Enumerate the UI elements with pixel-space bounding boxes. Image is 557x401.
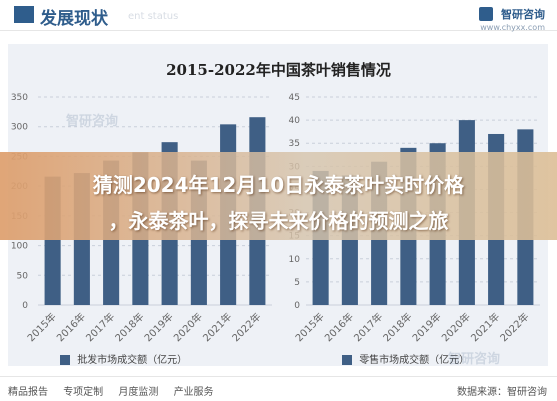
page-subtitle: ent status <box>128 11 179 22</box>
header-bar: 发展现状 ent status 智研咨询 www.chyxx.com <box>0 0 557 32</box>
x-tick-label-0-4: 2019年 <box>141 310 175 344</box>
footer-link-reports[interactable]: 精品报告 <box>8 387 48 398</box>
y-tick-label-1-9: 45 <box>289 93 300 103</box>
header-accent-icon <box>14 6 34 23</box>
x-tick-label-0-7: 2022年 <box>229 310 263 344</box>
legend-swatch-left <box>60 355 70 365</box>
brand-logo-icon <box>478 6 493 21</box>
legend-label-right: 零售市场成交额（亿元） <box>359 355 470 366</box>
footer-source: 数据来源：智研咨询 <box>457 387 547 398</box>
y-tick-label-0-0: 0 <box>22 301 28 311</box>
y-tick-label-1-8: 40 <box>289 116 301 126</box>
legend-right: 零售市场成交额（亿元） <box>342 351 469 366</box>
x-tick-label-1-6: 2021年 <box>468 310 502 344</box>
overlay-headline-line2: ，永泰茶叶，探寻未来价格的预测之旅 <box>108 209 449 233</box>
footer: 精品报告 专项定制 月度监测 产业服务 数据来源：智研咨询 <box>0 376 557 401</box>
overlay-banner <box>0 152 557 240</box>
brand-name: 智研咨询 <box>501 7 545 21</box>
legend-label-left: 批发市场成交额（亿元） <box>77 355 188 366</box>
page-title: 发展现状 <box>40 9 108 29</box>
watermark-mid: 智研咨询 <box>66 114 119 129</box>
x-tick-label-1-7: 2022年 <box>497 310 531 344</box>
watermark-bottom: 智研咨询 <box>448 352 501 367</box>
brand[interactable]: 智研咨询 www.chyxx.com <box>478 3 545 32</box>
x-tick-label-1-3: 2018年 <box>380 310 414 344</box>
x-tick-label-1-0: 2015年 <box>292 310 326 344</box>
y-tick-label-1-0: 0 <box>294 301 300 311</box>
x-tick-label-0-3: 2018年 <box>112 310 146 344</box>
y-tick-label-0-2: 100 <box>11 242 28 252</box>
footer-link-monitor[interactable]: 月度监测 <box>118 387 159 398</box>
x-tick-label-0-6: 2021年 <box>200 310 234 344</box>
footer-links: 精品报告 专项定制 月度监测 产业服务 <box>8 383 226 398</box>
x-tick-label-1-1: 2016年 <box>322 310 356 344</box>
y-tick-label-1-2: 10 <box>289 255 301 265</box>
x-tick-label-1-2: 2017年 <box>351 310 385 344</box>
y-tick-label-1-1: 5 <box>294 278 300 288</box>
x-tick-label-0-1: 2016年 <box>54 310 88 344</box>
chart-title: 2015-2022年中国茶叶销售情况 <box>166 61 391 79</box>
y-tick-label-0-7: 350 <box>11 93 28 103</box>
x-tick-label-0-2: 2017年 <box>83 310 117 344</box>
x-tick-label-0-5: 2020年 <box>171 310 205 344</box>
footer-link-service[interactable]: 产业服务 <box>173 387 214 398</box>
footer-link-custom[interactable]: 专项定制 <box>63 387 104 398</box>
legend-swatch-right <box>342 355 352 365</box>
x-tick-label-1-5: 2020年 <box>439 310 473 344</box>
y-tick-label-1-7: 35 <box>289 139 300 149</box>
x-tick-label-0-0: 2015年 <box>24 310 58 344</box>
overlay-headline-line1: 猜测2024年12月10日永泰茶叶实时价格 <box>92 173 465 197</box>
brand-url: www.chyxx.com <box>480 23 545 32</box>
legend-left: 批发市场成交额（亿元） <box>60 351 187 366</box>
y-tick-label-0-6: 300 <box>11 123 28 133</box>
x-tick-label-1-4: 2019年 <box>409 310 443 344</box>
y-tick-label-0-1: 50 <box>17 271 29 281</box>
